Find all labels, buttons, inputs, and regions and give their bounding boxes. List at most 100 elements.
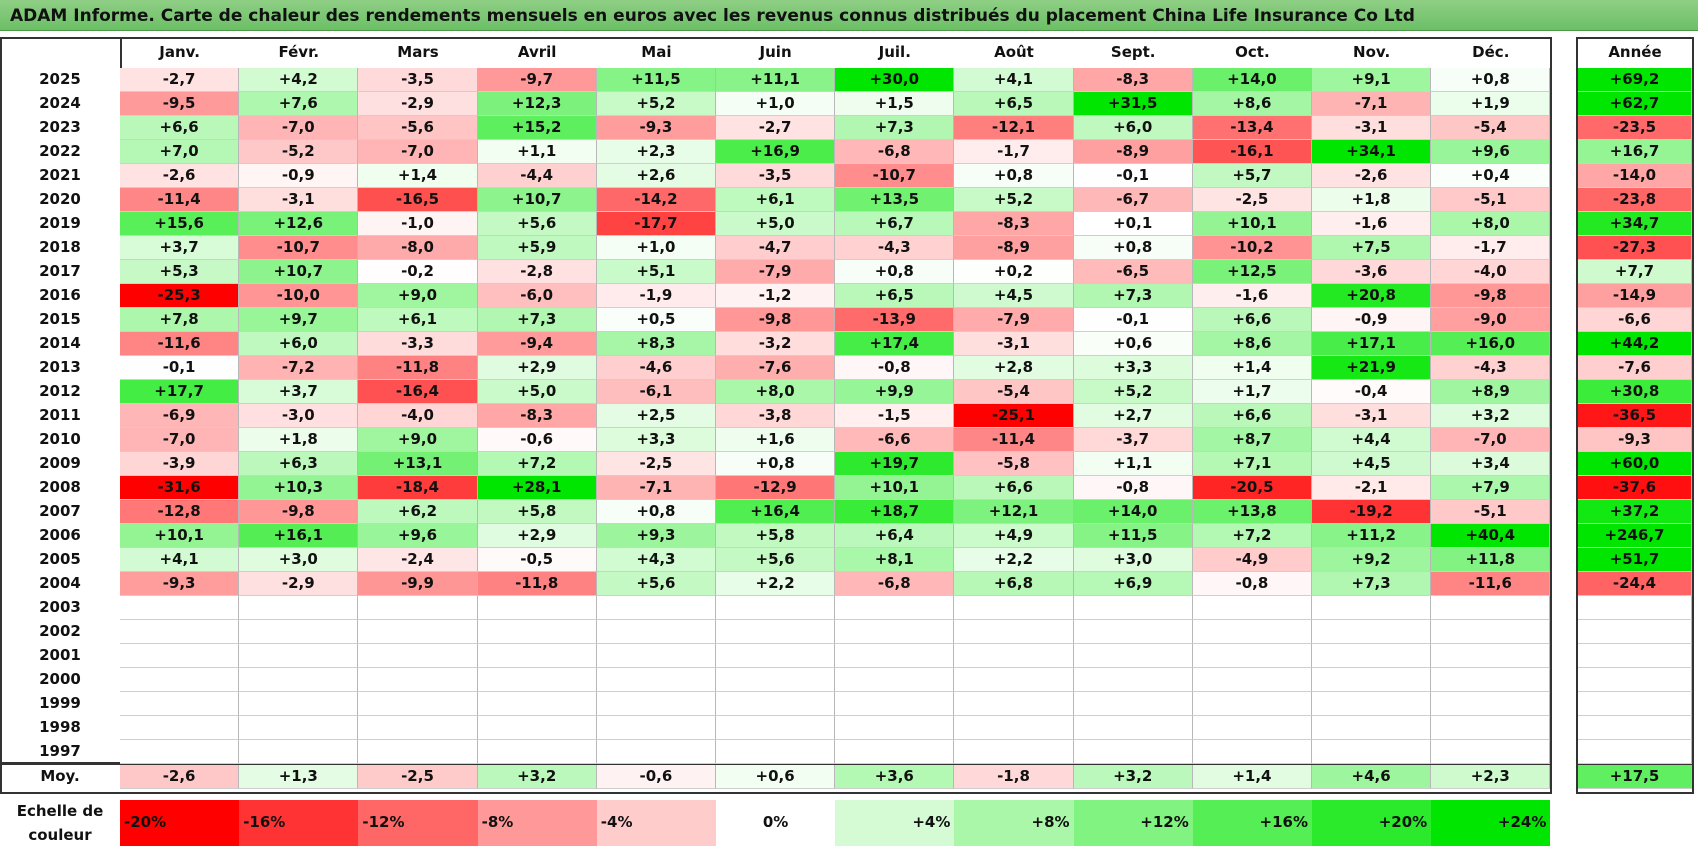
heatmap-cell [239, 668, 359, 692]
heatmap-cell [120, 692, 240, 716]
annual-cell: -6,6 [1578, 308, 1692, 332]
legend-swatch: -20% [120, 800, 240, 846]
heatmap-cell: +9,6 [1431, 140, 1551, 164]
heatmap-cell [358, 644, 478, 668]
heatmap-cell: +1,6 [716, 428, 836, 452]
heatmap-cell: +10,1 [835, 476, 955, 500]
heatmap-cell: -1,9 [596, 284, 716, 308]
heatmap-cell: +0,8 [835, 260, 955, 284]
heatmap-cell [954, 644, 1074, 668]
annual-cell: +16,7 [1578, 140, 1692, 164]
heatmap-cell: -25,3 [120, 284, 240, 308]
heatmap-cell [1431, 692, 1551, 716]
heatmap-cell: +12,6 [239, 212, 359, 236]
year-label: 2019 [39, 214, 81, 232]
heatmap-cell [716, 740, 836, 764]
heatmap-cell: -2,7 [716, 116, 836, 140]
annual-cell: -24,4 [1578, 572, 1692, 596]
heatmap-cell: -5,4 [1431, 116, 1551, 140]
heatmap-cell: +28,1 [477, 476, 597, 500]
heatmap-cell [954, 596, 1074, 620]
heatmap-cell: -9,3 [596, 116, 716, 140]
heatmap-cell: -3,1 [1312, 404, 1432, 428]
heatmap-cell: +17,4 [835, 332, 955, 356]
heatmap-cell: -20,5 [1192, 476, 1312, 500]
heatmap-cell: +12,1 [954, 500, 1074, 524]
annual-cell: +7,7 [1578, 260, 1692, 284]
legend-swatch: +20% [1312, 800, 1432, 846]
heatmap-cell: -1,6 [1312, 212, 1432, 236]
heatmap-cell: +5,6 [477, 212, 597, 236]
heatmap-cell: -9,0 [1431, 308, 1551, 332]
heatmap-cell: +11,2 [1312, 524, 1432, 548]
legend-swatch: +8% [954, 800, 1074, 846]
heatmap-cell: -8,9 [1073, 140, 1193, 164]
heatmap-cell: -11,6 [1431, 572, 1551, 596]
annual-cell: -23,8 [1578, 188, 1692, 212]
column-header: Nov. [1353, 43, 1391, 61]
heatmap-cell [835, 596, 955, 620]
heatmap-cell: -25,1 [954, 404, 1074, 428]
heatmap-cell: +5,1 [596, 260, 716, 284]
heatmap-cell [358, 668, 478, 692]
heatmap-cell: +6,2 [358, 500, 478, 524]
heatmap-cell: +16,1 [239, 524, 359, 548]
heatmap-cell [1073, 644, 1193, 668]
heatmap-cell: -13,9 [835, 308, 955, 332]
heatmap-cell: -5,4 [954, 380, 1074, 404]
heatmap-cell: +6,6 [954, 476, 1074, 500]
heatmap-cell: +5,2 [1073, 380, 1193, 404]
heatmap-cell: -9,9 [358, 572, 478, 596]
year-label: 2018 [39, 238, 81, 256]
heatmap-cell: -31,6 [120, 476, 240, 500]
heatmap-cell: -10,0 [239, 284, 359, 308]
heatmap-cell: +0,4 [1431, 164, 1551, 188]
heatmap-cell: +21,9 [1312, 356, 1432, 380]
title-bar: ADAM Informe. Carte de chaleur des rende… [0, 0, 1698, 31]
heatmap-cell [596, 716, 716, 740]
heatmap-cell: +9,2 [1312, 548, 1432, 572]
heatmap-cell [596, 620, 716, 644]
heatmap-cell: -12,8 [120, 500, 240, 524]
heatmap-cell [358, 620, 478, 644]
heatmap-cell: -16,4 [358, 380, 478, 404]
heatmap-cell: -16,5 [358, 188, 478, 212]
heatmap-cell: -1,6 [1192, 284, 1312, 308]
heatmap-cell: +3,0 [1073, 548, 1193, 572]
column-header: Déc. [1472, 43, 1510, 61]
year-label: 2007 [39, 502, 81, 520]
annual-column-header: Année [1608, 43, 1662, 61]
heatmap-cell: -4,3 [835, 236, 955, 260]
heatmap-cell [120, 668, 240, 692]
heatmap-cell: -9,8 [239, 500, 359, 524]
heatmap-cell [716, 692, 836, 716]
heatmap-cell: +5,7 [1192, 164, 1312, 188]
heatmap-cell: -9,3 [120, 572, 240, 596]
heatmap-cell [954, 692, 1074, 716]
heatmap-cell: -0,1 [1073, 164, 1193, 188]
heatmap-cell: -2,5 [1192, 188, 1312, 212]
heatmap-cell: +3,3 [1073, 356, 1193, 380]
average-cell: +3,2 [1073, 765, 1193, 789]
legend-swatch: -4% [596, 800, 716, 846]
heatmap-cell [835, 692, 955, 716]
heatmap-cell: +4,3 [596, 548, 716, 572]
heatmap-cell [358, 692, 478, 716]
heatmap-cell: -10,7 [835, 164, 955, 188]
heatmap-cell [954, 740, 1074, 764]
legend-swatch: +24% [1431, 800, 1551, 846]
heatmap-cell: +0,8 [1073, 236, 1193, 260]
heatmap-cell: -3,5 [716, 164, 836, 188]
heatmap-cell: -16,1 [1192, 140, 1312, 164]
heatmap-cell [477, 668, 597, 692]
annual-cell: -23,5 [1578, 116, 1692, 140]
column-header: Mars [397, 43, 439, 61]
annual-cell: -7,6 [1578, 356, 1692, 380]
heatmap-cell: -12,9 [716, 476, 836, 500]
heatmap-cell: -19,2 [1312, 500, 1432, 524]
heatmap-cell: +7,3 [1312, 572, 1432, 596]
year-label: 2014 [39, 334, 81, 352]
annual-cell [1578, 644, 1692, 668]
heatmap-cell: +10,1 [1192, 212, 1312, 236]
heatmap-cell: +10,1 [120, 524, 240, 548]
